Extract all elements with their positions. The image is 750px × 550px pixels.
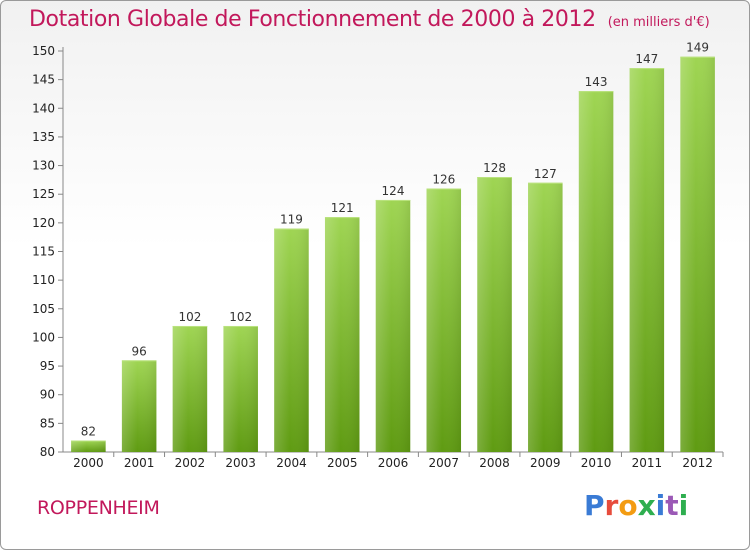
x-tick-label: 2006 bbox=[378, 456, 409, 470]
logo-letter: t bbox=[665, 489, 679, 522]
logo-letter: r bbox=[604, 489, 619, 522]
x-tick-label: 2004 bbox=[276, 456, 307, 470]
x-tick-label: 2011 bbox=[632, 456, 663, 470]
x-tick-label: 2007 bbox=[428, 456, 459, 470]
y-tick-label: 90 bbox=[40, 388, 55, 402]
bar-shading bbox=[629, 68, 665, 452]
bar-shading bbox=[324, 217, 360, 452]
bar-value-label: 102 bbox=[229, 310, 252, 324]
chart-subtitle: (en milliers d'€) bbox=[607, 15, 710, 30]
y-tick-label: 150 bbox=[32, 44, 55, 58]
bar-value-label: 124 bbox=[382, 184, 405, 198]
y-tick-label: 110 bbox=[32, 273, 55, 287]
bar-shading bbox=[375, 199, 411, 452]
y-tick-label: 85 bbox=[40, 416, 55, 430]
logo-letter: o bbox=[618, 489, 638, 522]
bar-value-label: 147 bbox=[635, 52, 658, 66]
x-tick-label: 2009 bbox=[530, 456, 561, 470]
logo-letter: x bbox=[637, 489, 656, 522]
chart-title: Dotation Globale de Fonctionnement de 20… bbox=[29, 7, 710, 32]
bar-shading bbox=[223, 325, 258, 452]
x-tick-label: 2012 bbox=[682, 456, 713, 470]
y-tick-label: 100 bbox=[32, 330, 55, 344]
bar-value-label: 119 bbox=[280, 213, 303, 227]
x-tick-label: 2005 bbox=[327, 456, 358, 470]
logo-letter: i bbox=[655, 489, 666, 522]
bar-value-label: 96 bbox=[132, 344, 147, 358]
y-tick-label: 105 bbox=[32, 302, 55, 316]
bar-value-label: 127 bbox=[534, 167, 557, 181]
y-tick-label: 125 bbox=[32, 187, 55, 201]
y-tick-label: 95 bbox=[40, 359, 55, 373]
bar-value-label: 149 bbox=[686, 41, 709, 55]
proxiti-logo: Proxiti bbox=[584, 489, 688, 522]
y-tick-label: 80 bbox=[40, 445, 55, 459]
bar-shading bbox=[578, 91, 614, 452]
x-tick-label: 2002 bbox=[175, 456, 206, 470]
bar-value-label: 126 bbox=[432, 172, 455, 186]
bar-shading bbox=[274, 228, 309, 452]
plot-area: 80 85 90 95 100 105 110 115 120 125 130 135 140 145 15… bbox=[32, 41, 724, 470]
bar-value-label: 128 bbox=[483, 161, 506, 175]
bar-value-label: 102 bbox=[178, 310, 201, 324]
x-tick-label: 2000 bbox=[73, 456, 104, 470]
logo-letter: P bbox=[584, 489, 605, 522]
commune-name: ROPPENHEIM bbox=[37, 497, 160, 519]
bar-shading bbox=[121, 360, 157, 452]
logo-letter: i bbox=[678, 489, 689, 522]
x-tick-label: 2010 bbox=[581, 456, 612, 470]
bar-shading bbox=[71, 440, 106, 452]
bar-value-label: 121 bbox=[331, 201, 354, 215]
bar-shading bbox=[528, 182, 563, 452]
y-tick-label: 140 bbox=[32, 101, 55, 115]
y-tick-label: 145 bbox=[32, 73, 55, 87]
bar-shading bbox=[680, 56, 715, 452]
chart-title-text: Dotation Globale de Fonctionnement de 20… bbox=[29, 7, 596, 32]
y-tick-label: 115 bbox=[32, 245, 55, 259]
bar-value-label: 143 bbox=[585, 75, 608, 89]
bar-shading bbox=[426, 188, 462, 452]
bar-shading bbox=[172, 325, 208, 452]
bar-value-label: 82 bbox=[81, 425, 96, 439]
x-tick-label: 2008 bbox=[479, 456, 510, 470]
bar-shading bbox=[477, 177, 512, 452]
x-tick-label: 2001 bbox=[124, 456, 155, 470]
y-tick-label: 135 bbox=[32, 130, 55, 144]
x-tick-label: 2003 bbox=[225, 456, 256, 470]
y-tick-label: 130 bbox=[32, 159, 55, 173]
y-tick-label: 120 bbox=[32, 216, 55, 230]
